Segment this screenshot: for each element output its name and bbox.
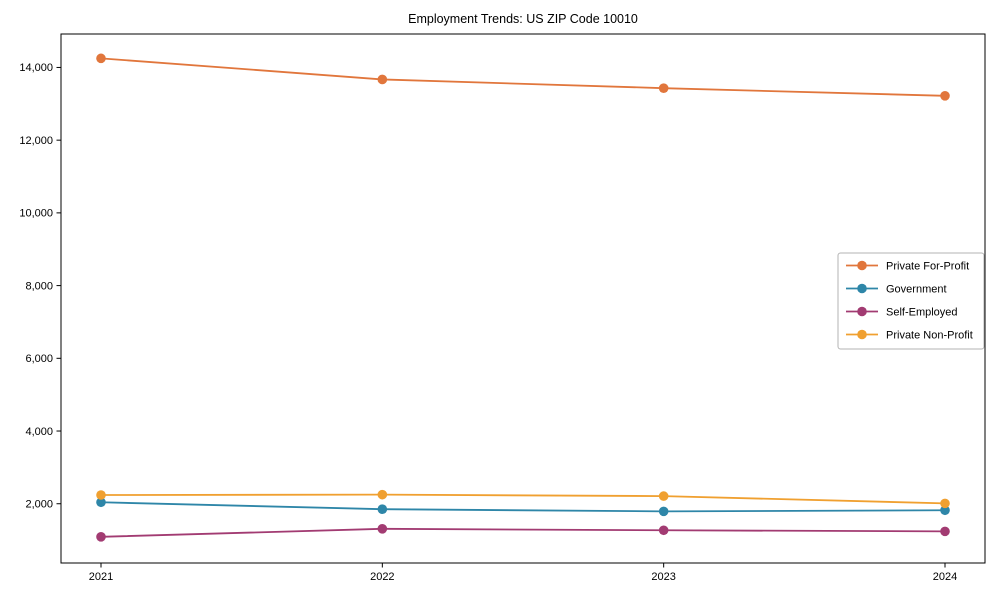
data-point-private-non-profit-2022: [377, 489, 388, 500]
data-point-private-non-profit-2023: [658, 491, 669, 501]
plot-area: 2,000 4,000 6,000 8,000 10,000 12,000 14,000 20…: [19, 33, 986, 583]
data-point-government-2022: [377, 504, 388, 514]
data-point-self-employed-2022: [377, 524, 388, 534]
data-point-government-2021: [96, 497, 106, 508]
y-tick-label: 14,000: [19, 62, 53, 74]
data-point-private-non-profit-2024: [940, 498, 950, 509]
legend-marker-private-non-profit: [857, 329, 867, 340]
x-tick-label: 2021: [89, 571, 113, 583]
data-point-self-employed-2023: [658, 525, 669, 536]
data-point-private-non-profit-2021: [96, 490, 106, 500]
y-tick-label: 6,000: [25, 353, 53, 365]
legend-label-private-for-profit: Private For-Profit: [886, 261, 969, 273]
legend-label-self-employed: Self-Employed: [886, 307, 958, 319]
plot-border: [60, 33, 986, 564]
series-line-government: [100, 501, 946, 513]
y-tick-label: 10,000: [19, 208, 53, 220]
legend-box: [837, 252, 985, 350]
y-tick-label: 12,000: [19, 135, 53, 147]
legend-marker-government: [857, 283, 867, 294]
chart-title: Employment Trends: US ZIP Code 10010: [408, 12, 638, 26]
series-line-self-employed: [100, 527, 946, 538]
x-tick-label: 2022: [370, 571, 394, 583]
legend-label-government: Government: [886, 284, 947, 296]
data-point-self-employed-2024: [940, 526, 950, 537]
y-tick-label: 8,000: [25, 280, 53, 292]
legend-marker-self-employed: [857, 306, 867, 317]
y-tick-label: 4,000: [25, 426, 53, 438]
y-tick-label: 2,000: [25, 499, 53, 511]
data-point-government-2024: [940, 505, 950, 516]
data-point-government-2023: [658, 506, 669, 517]
data-point-private-for-profit-2024: [940, 91, 950, 101]
x-tick-label: 2024: [933, 571, 957, 583]
data-point-private-for-profit-2022: [377, 74, 388, 85]
data-point-self-employed-2021: [96, 532, 106, 542]
data-point-private-for-profit-2021: [96, 53, 106, 64]
x-tick-label: 2023: [651, 571, 675, 583]
legend-marker-private-for-profit: [857, 260, 867, 271]
series-line-private-non-profit: [100, 493, 946, 505]
legend-label-private-non-profit: Private Non-Profit: [886, 330, 973, 342]
series-line-private-for-profit: [100, 57, 946, 97]
data-point-private-for-profit-2023: [658, 83, 669, 93]
